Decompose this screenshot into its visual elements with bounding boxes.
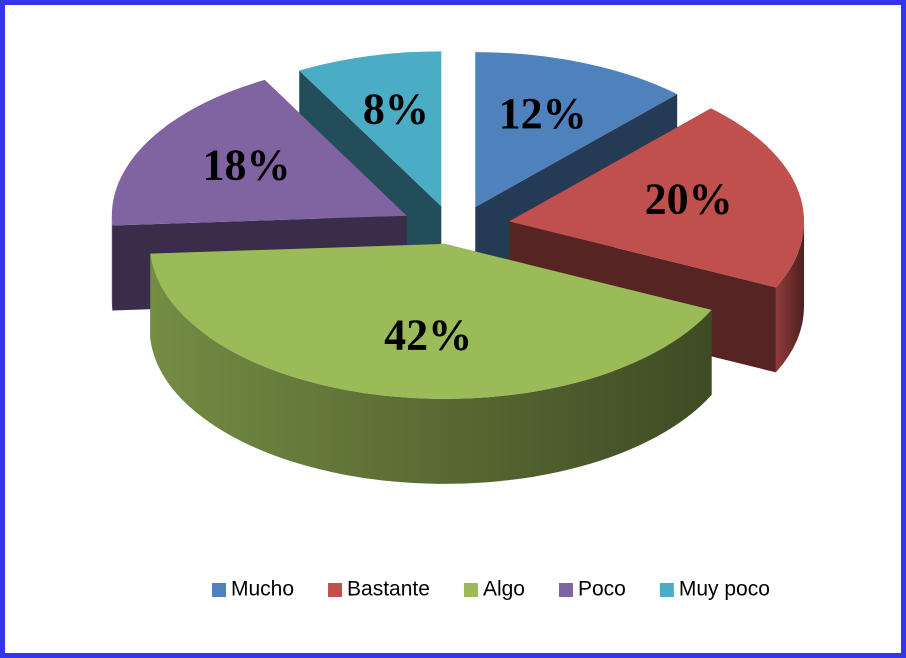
legend-swatch bbox=[328, 583, 343, 597]
data-label: 42% bbox=[384, 311, 472, 360]
legend-swatch bbox=[659, 583, 674, 597]
slice-top bbox=[150, 243, 712, 399]
data-label: 18% bbox=[203, 141, 291, 190]
slice bbox=[150, 243, 712, 484]
legend-label: Poco bbox=[578, 578, 626, 601]
legend-swatch bbox=[212, 583, 226, 597]
legend-swatch bbox=[463, 583, 478, 597]
slice-top bbox=[475, 52, 678, 208]
data-label: 20% bbox=[645, 174, 733, 223]
slice-top bbox=[111, 79, 407, 226]
legend-swatch bbox=[558, 583, 573, 597]
data-label: 8% bbox=[363, 84, 429, 133]
legend-label: Bastante bbox=[347, 578, 430, 601]
slice-side bbox=[111, 215, 113, 311]
slice-top bbox=[509, 108, 805, 288]
slice-side bbox=[775, 221, 805, 373]
slice-top bbox=[299, 51, 442, 207]
legend-label: Mucho bbox=[231, 578, 294, 601]
slice-side bbox=[150, 253, 712, 484]
legend-label: Algo bbox=[483, 578, 525, 601]
legend-label: Muy poco bbox=[679, 578, 770, 601]
data-label: 12% bbox=[499, 89, 587, 138]
